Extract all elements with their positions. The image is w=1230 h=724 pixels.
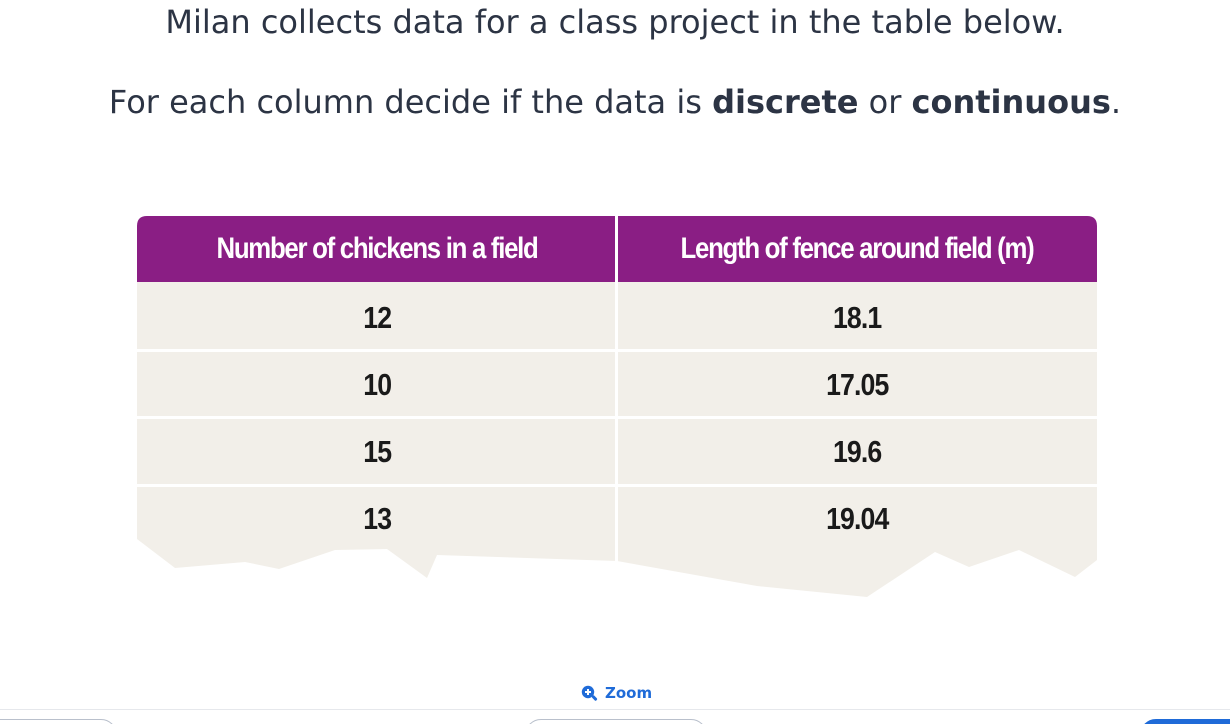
cell-fence-length: 19.04 [617,485,1097,552]
question-instruction: For each column decide if the data is di… [0,80,1230,124]
cell-value: 19.04 [825,500,889,536]
cell-chickens: 12 [137,284,617,351]
zoom-label: Zoom [605,684,653,702]
table-grid: Number of chickens in a field Length of … [137,216,1097,552]
cell-value: 18.1 [832,299,882,335]
cell-fence-length: 18.1 [617,284,1097,351]
table-row: 13 19.04 [137,485,1097,552]
table-row: 12 18.1 [137,284,1097,351]
cell-fence-length: 17.05 [617,351,1097,418]
cell-value: 10 [363,366,392,402]
instruction-suffix: . [1110,83,1122,121]
cell-fence-length: 19.6 [617,418,1097,485]
table-row: 15 19.6 [137,418,1097,485]
cell-value: 19.6 [832,433,882,469]
keyword-discrete: discrete [712,83,859,121]
header-label-fence: Length of fence around field (m) [680,232,1035,265]
zoom-in-icon [581,685,598,701]
cell-value: 15 [363,433,392,469]
footer-primary-button[interactable] [1140,719,1230,724]
cell-chickens: 13 [137,485,617,552]
data-table: Number of chickens in a field Length of … [137,216,1097,600]
instruction-middle: or [858,83,912,121]
table-header-row: Number of chickens in a field Length of … [137,216,1097,282]
header-cell-fence: Length of fence around field (m) [617,216,1097,282]
footer-divider [0,709,1230,710]
footer-left-button[interactable] [0,719,117,724]
question-intro: Milan collects data for a class project … [165,3,1065,41]
footer-center-button[interactable] [525,719,707,724]
instruction-prefix: For each column decide if the data is [108,83,713,121]
table-row: 10 17.05 [137,351,1097,418]
zoom-button[interactable]: Zoom [581,684,652,702]
cell-chickens: 15 [137,418,617,485]
keyword-continuous: continuous [911,83,1111,121]
header-cell-chickens: Number of chickens in a field [137,216,617,282]
cell-chickens: 10 [137,351,617,418]
cell-value: 13 [363,500,392,536]
cell-value: 17.05 [825,366,889,402]
header-label-chickens: Number of chickens in a field [216,232,538,265]
cell-value: 12 [363,299,392,335]
torn-paper-background [137,216,1097,597]
